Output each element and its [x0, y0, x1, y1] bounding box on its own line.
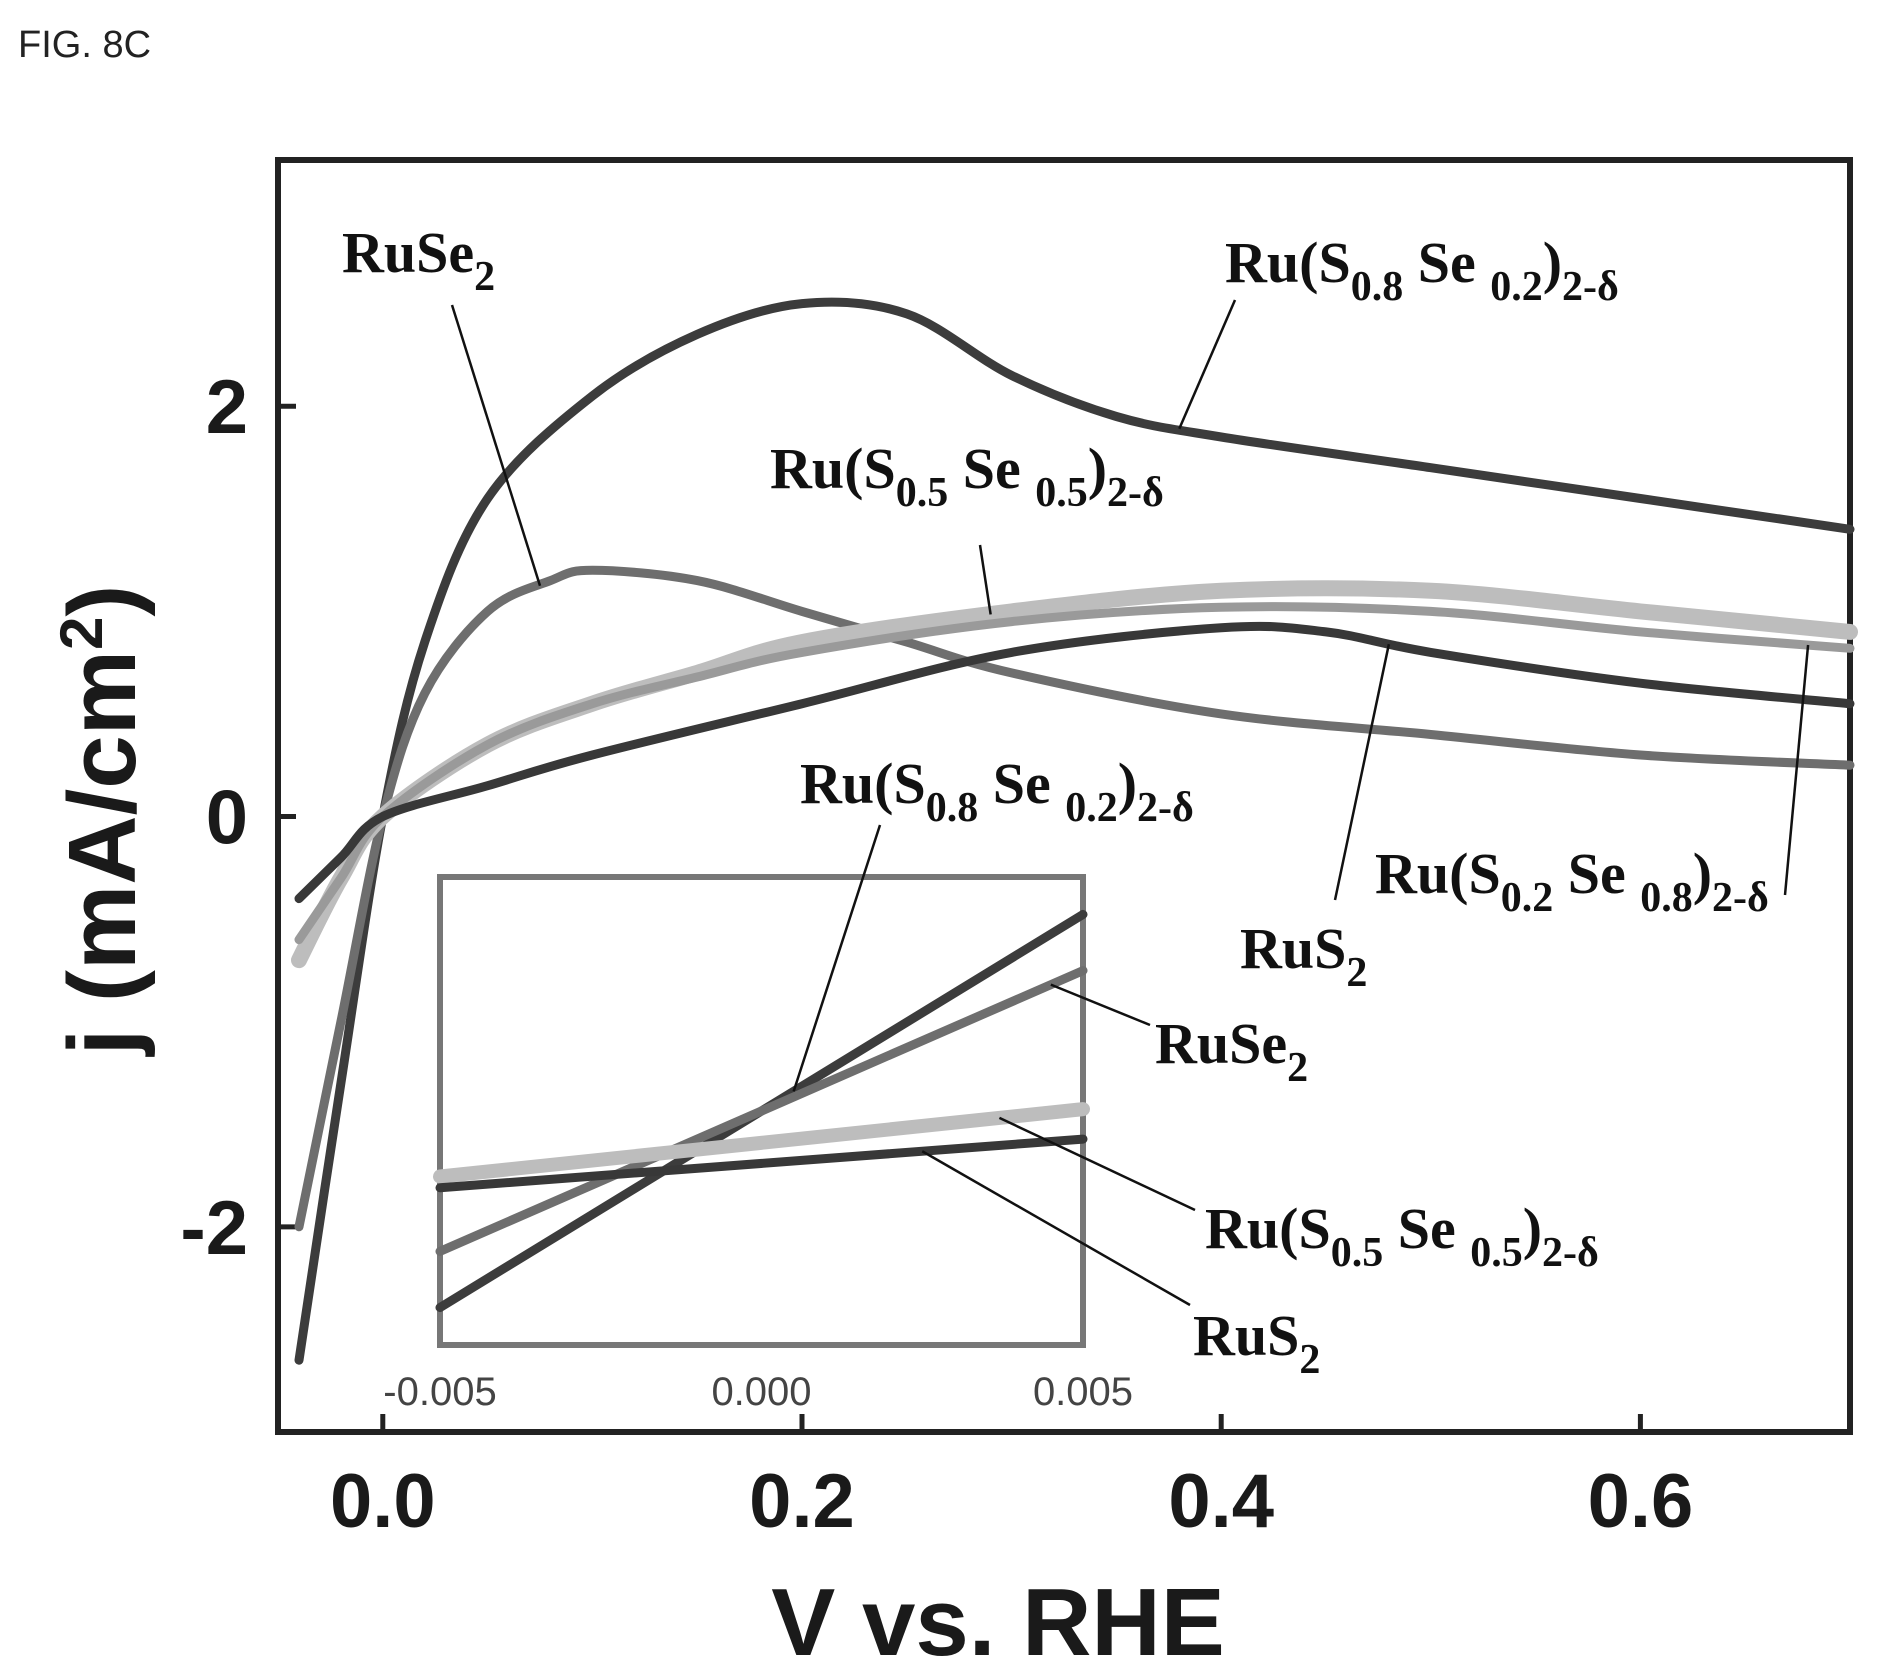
main-plot: 0.0 0.2 0.4 0.6 -2 0 2 [180, 157, 1858, 1544]
plot-frame [275, 157, 1853, 1435]
inset-series-line-ru_s05_se05 [433, 1102, 1090, 1184]
leader-rus2 [1333, 643, 1391, 901]
x-tick-label: 0.2 [749, 1459, 855, 1544]
inset-series-line-rus2 [435, 1134, 1088, 1193]
leader-ruse2 [450, 304, 542, 587]
inset-leader-ru-s08-se02 [792, 824, 882, 1092]
leader-ru-s08-se02 [1178, 299, 1237, 430]
y-axis-title: j (mA/cm2) [48, 585, 157, 1058]
callout-rus2: RuS2 [1240, 916, 1367, 996]
inset-x-tick-label: 0.000 [711, 1370, 811, 1414]
callout-ru-s02-se08: Ru(S0.2 Se 0.8)2-δ [1375, 841, 1769, 921]
x-tick-label: 0.6 [1588, 1459, 1694, 1544]
y-tick-label: -2 [180, 1186, 248, 1271]
y-tick-label: 2 [206, 365, 248, 450]
x-axis-title: V vs. RHE [771, 1569, 1225, 1673]
y-axis-title-sup: 2 [48, 617, 115, 650]
callout-ru-s08-se02: Ru(S0.8 Se 0.2)2-δ [1225, 230, 1619, 310]
x-tick-label: 0.4 [1168, 1459, 1274, 1544]
y-axis-title-main: j (mA/cm [49, 650, 156, 1057]
callouts: RuSe2 Ru(S0.8 Se 0.2)2-δ Ru(S0.5 Se 0.5)2-… [342, 220, 1810, 1383]
series-line-rus2 [294, 621, 1855, 904]
leader-ru-s05-se05 [978, 544, 992, 615]
callout-ru-s05-se05: Ru(S0.5 Se 0.5)2-δ [770, 436, 1164, 516]
callout-ruse2: RuSe2 [342, 220, 495, 300]
inset-callout-ru-s08-se02: Ru(S0.8 Se 0.2)2-δ [800, 751, 1194, 831]
inset-leader-rus2 [921, 1150, 1191, 1307]
inset-callout-ru-s05-se05: Ru(S0.5 Se 0.5)2-δ [1205, 1196, 1599, 1276]
y-axis-title-close: ) [49, 585, 156, 617]
inset-leader-ruse2 [1050, 983, 1151, 1027]
y-tick-label: 0 [206, 776, 248, 861]
inset-callout-ruse2: RuSe2 [1155, 1011, 1308, 1091]
series-line-ru_s02_se08 [294, 602, 1855, 945]
inset-x-tick-label: 0.005 [1033, 1370, 1133, 1414]
inset-series-line-ruse2 [435, 966, 1088, 1256]
inset-callout-rus2: RuS2 [1193, 1303, 1320, 1383]
leader-ru-s02-se08 [1783, 644, 1810, 896]
x-tick-label: 0.0 [330, 1459, 436, 1544]
inset-x-tick-label: -0.005 [383, 1370, 496, 1414]
inset-plot: -0.005 0.000 0.005 [383, 874, 1133, 1414]
inset-leader-ru-s05-se05 [998, 1116, 1196, 1212]
figure-label: FIG. 8C [18, 24, 151, 66]
